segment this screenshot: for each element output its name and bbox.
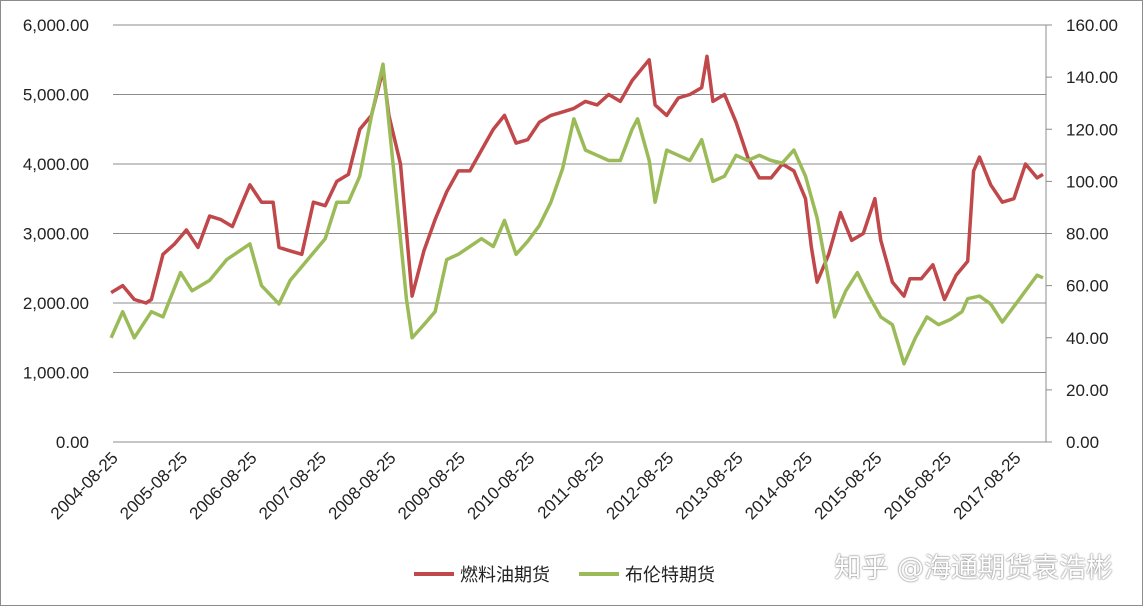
right-y-tick-label: 60.00 (1066, 277, 1109, 296)
x-tick-label: 2017-08-25 (950, 448, 1025, 523)
series-line-fuel-oil (110, 54, 1044, 305)
legend-label: 布伦特期货 (625, 565, 715, 585)
left-y-tick-label: 1,000.00 (23, 364, 89, 383)
x-tick-label: 2005-08-25 (116, 448, 191, 523)
x-tick-label: 2014-08-25 (741, 448, 816, 523)
x-tick-label: 2013-08-25 (672, 448, 747, 523)
legend: 燃料油期货 布伦特期货 (414, 565, 715, 585)
left-y-tick-label: 5,000.00 (23, 86, 89, 105)
x-tick-label: 2006-08-25 (186, 448, 261, 523)
left-y-tick-label: 0.00 (56, 433, 89, 452)
right-y-tick-label: 40.00 (1066, 329, 1109, 348)
x-tick-label: 2015-08-25 (811, 448, 886, 523)
watermark: 知乎 @海通期货袁浩彬 (834, 553, 1113, 584)
x-tick-label: 2011-08-25 (534, 448, 608, 522)
legend-label: 燃料油期货 (460, 565, 550, 585)
right-y-tick-label: 0.00 (1066, 433, 1099, 452)
left-y-tick-label: 2,000.00 (23, 294, 89, 313)
x-tick-label: 2010-08-25 (463, 448, 538, 523)
x-tick-label: 2007-08-25 (255, 448, 330, 523)
x-tick-label: 2016-08-25 (880, 448, 955, 523)
series-line-brent (109, 62, 1044, 366)
x-tick-label: 2004-08-25 (47, 448, 122, 523)
right-y-tick-label: 100.00 (1066, 172, 1118, 191)
left-y-tick-label: 6,000.00 (23, 16, 89, 35)
right-y-tick-label: 140.00 (1066, 68, 1118, 87)
left-y-axis: 0.00 1,000.00 2,000.00 3,000.00 4,000.00 5,00… (23, 16, 89, 452)
right-y-tick-label: 80.00 (1066, 225, 1109, 244)
x-tick-label: 2009-08-25 (394, 448, 469, 523)
right-y-tick-label: 160.00 (1066, 16, 1118, 35)
left-y-tick-label: 4,000.00 (23, 155, 89, 174)
gridlines (113, 24, 1046, 443)
left-y-tick-label: 3,000.00 (23, 225, 89, 244)
x-tick-label: 2008-08-25 (325, 448, 400, 523)
right-y-tick-label: 120.00 (1066, 120, 1118, 139)
series-lines (109, 54, 1044, 366)
x-tick-label: 2012-08-25 (602, 448, 677, 523)
right-y-tick-label: 20.00 (1066, 381, 1109, 400)
x-axis: 2004-08-252005-08-252006-08-252007-08-25… (47, 448, 1025, 523)
right-y-axis: 0.00 20.00 40.00 60.00 80.00 100.00 120.00 140.… (1045, 16, 1118, 452)
